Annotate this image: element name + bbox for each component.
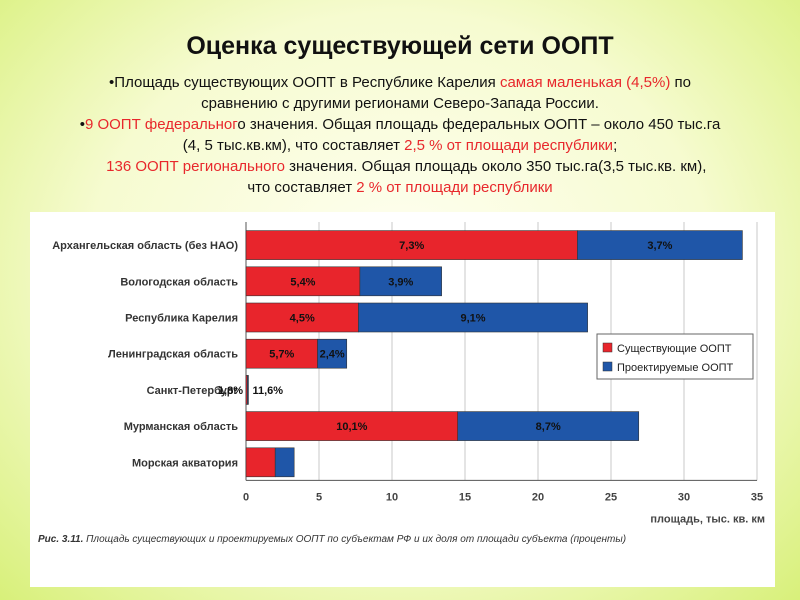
x-tick-label: 35 (751, 491, 763, 503)
text-span: о значения. Общая площадь федеральных ОО… (237, 116, 721, 133)
bullet-line-3: •9 ООПТ федерального значения. Общая пло… (0, 114, 800, 135)
chart-panel: Архангельская область (без НАО) 7,3% 3,7% В… (30, 212, 775, 587)
category-label: Санкт-Петербург (147, 385, 239, 397)
bar-segment (457, 411, 640, 441)
legend-label: Существующие ООПТ (617, 343, 732, 355)
bar-segment (577, 230, 743, 260)
x-tick-label: 0 (243, 491, 249, 503)
bar-segment (274, 447, 295, 478)
bar-segment (359, 266, 442, 297)
legend-box (596, 333, 754, 380)
x-tick-label: 30 (678, 491, 690, 503)
data-label: 3,9% (388, 276, 413, 288)
bar-segment (358, 302, 588, 333)
bar-segment (245, 230, 578, 260)
legend-swatch (602, 361, 613, 372)
highlight-span: самая маленькая (4,5%) (499, 74, 671, 91)
x-tick-label: 15 (459, 491, 471, 503)
bullet-text: •Площадь существующих ООПТ в Республике … (0, 72, 800, 198)
bar-segment (245, 411, 458, 441)
x-tick-label: 25 (605, 491, 617, 503)
caption-prefix: Рис. 3.11. (38, 534, 84, 545)
data-label: 8,7% (536, 421, 561, 433)
caption-text: Площадь существующих и проектируемых ООП… (83, 534, 627, 545)
figure-caption: Рис. 3.11. Площадь существующих и проект… (38, 534, 626, 545)
category-label: Вологодская область (120, 276, 238, 288)
category-label: Мурманская область (124, 421, 239, 433)
category-label: Морская акватория (132, 457, 238, 469)
legend-label: Проектируемые ООПТ (617, 362, 734, 374)
bullet-dot: • (79, 116, 85, 133)
x-tick-label: 20 (532, 491, 544, 503)
text-span: ; (613, 137, 618, 154)
data-label: 7,3% (399, 240, 424, 252)
bar-segment (245, 302, 359, 333)
data-label: 11,6% (252, 385, 283, 397)
category-label: Республика Карелия (125, 313, 238, 325)
highlight-span: 136 ООПТ регионального (106, 158, 285, 175)
data-label: 4,5% (290, 313, 315, 325)
text-span: что составляет (247, 179, 357, 196)
text-span: •Площадь существующих ООПТ в Республике … (109, 74, 500, 91)
bar-segment (317, 338, 348, 369)
x-tick-label: 10 (386, 491, 398, 503)
text-span: значения. Общая площадь около 350 тыс.га… (284, 158, 707, 175)
text-span: (4, 5 тыс.кв.км), что составляет (182, 137, 405, 154)
bar-segment (245, 266, 361, 297)
data-label: 2,4% (320, 349, 345, 361)
x-axis-label: площадь, тыс. кв. км (650, 513, 765, 525)
highlight-span: 9 ООПТ федеральног (84, 116, 238, 133)
bar-chart: Архангельская область (без НАО) 7,3% 3,7% В… (52, 222, 765, 525)
highlight-span: 2,5 % от площади республики (404, 137, 614, 154)
slide-title: Оценка существующей сети ООПТ (186, 32, 614, 60)
data-label: 1,8% (218, 385, 243, 397)
data-label: 3,7% (647, 240, 672, 252)
highlight-span: 2 % от площади республики (356, 179, 553, 196)
bar-segment (245, 447, 276, 478)
x-tick-label: 5 (316, 491, 322, 503)
data-label: 5,7% (269, 349, 294, 361)
legend-swatch (602, 342, 613, 353)
text-span: сравнению с другими регионами Северо-Зап… (201, 95, 599, 112)
category-label: Архангельская область (без НАО) (52, 240, 238, 252)
data-label: 5,4% (290, 276, 315, 288)
data-label: 9,1% (460, 313, 485, 325)
text-span: по (670, 74, 691, 91)
category-label: Ленинградская область (108, 349, 238, 361)
bullet-line-1: •Площадь существующих ООПТ в Республике … (0, 72, 800, 93)
bullet-line-6: что составляет 2 % от площади республики (0, 177, 800, 198)
data-label: 10,1% (336, 421, 367, 433)
bar-segment (247, 375, 249, 405)
bullet-line-4: (4, 5 тыс.кв.км), что составляет 2,5 % о… (0, 135, 800, 156)
bullet-line-2: сравнению с другими регионами Северо-Зап… (0, 93, 800, 114)
bullet-line-5: 136 ООПТ регионального значения. Общая п… (0, 156, 800, 177)
